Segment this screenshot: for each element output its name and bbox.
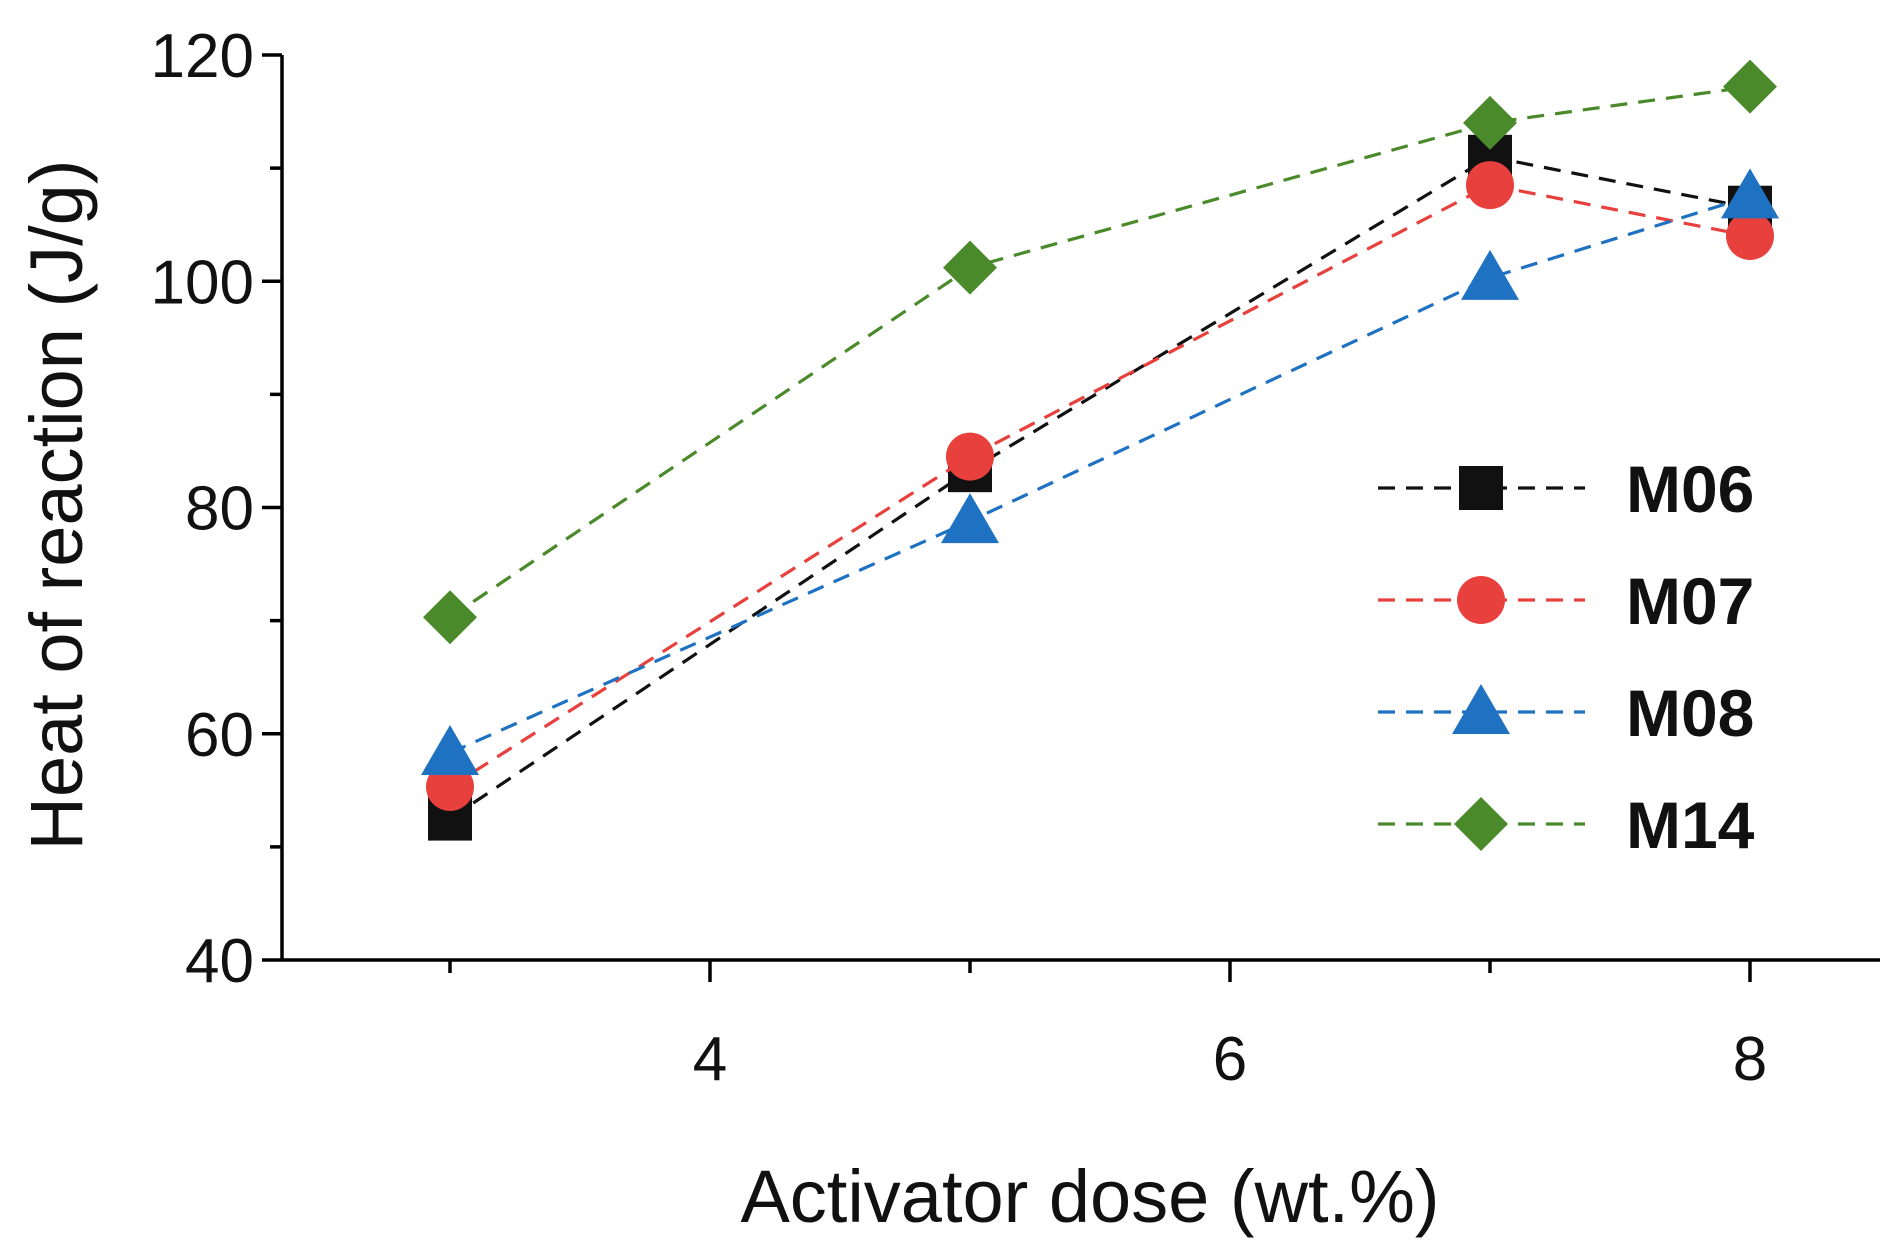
x-tick-label: 6 [1213,1025,1247,1094]
series [421,59,1779,841]
legend-item-m06: M06 [1378,452,1754,526]
legend-label: M06 [1626,452,1754,526]
legend-label: M14 [1626,788,1755,862]
legend-label: M08 [1626,676,1754,750]
series-m08 [421,168,1779,775]
data-point [941,493,999,544]
legend-marker [1459,466,1503,510]
legend: M06 M07 M08 M14 [1378,452,1755,862]
series-line [449,194,1751,755]
series-m06 [428,134,1772,841]
ticks: 40 60 80 100 120 4 6 8 [151,22,1768,1094]
data-point [1463,95,1517,150]
series-m07 [426,161,1774,811]
data-point [946,432,994,481]
data-point [1721,168,1779,219]
y-tick-label: 80 [185,475,254,544]
x-tick-label: 4 [693,1025,727,1094]
data-point [421,724,479,775]
data-point [423,590,477,645]
series-m14 [423,59,1777,645]
series-line [449,155,1751,820]
legend-marker [1452,684,1510,734]
series-line [449,183,1751,789]
y-tick-label: 40 [185,927,254,996]
legend-item-m07: M07 [1378,564,1754,638]
data-point [1466,161,1514,210]
y-tick-label: 100 [151,248,254,317]
series-line [449,85,1751,619]
legend-marker [1457,576,1505,624]
data-point [1461,249,1519,300]
y-axis-title: Heat of reaction (J/g) [15,160,98,851]
data-point [943,240,997,295]
legend-item-m08: M08 [1378,676,1754,750]
data-point [1723,59,1777,114]
legend-item-m14: M14 [1378,788,1755,862]
x-axis-title: Activator dose (wt.%) [740,1155,1439,1238]
data-point [1726,212,1774,260]
x-tick-label: 8 [1733,1025,1767,1094]
legend-label: M07 [1626,564,1754,638]
legend-marker [1454,797,1508,851]
y-tick-label: 120 [151,22,254,91]
y-tick-label: 60 [185,701,254,770]
